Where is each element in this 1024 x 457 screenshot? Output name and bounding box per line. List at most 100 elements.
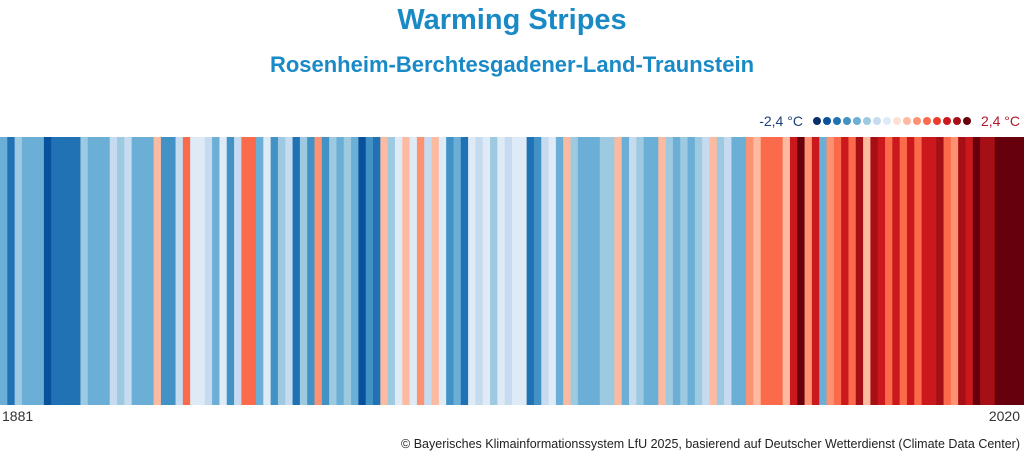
- stripe-1885: [29, 137, 38, 405]
- stripe-2002: [885, 137, 893, 405]
- stripe-1908: [197, 137, 206, 405]
- x-axis-start-year: 1881: [2, 408, 34, 424]
- stripe-1933: [380, 137, 389, 405]
- stripe-2006: [914, 137, 923, 405]
- stripe-1925: [321, 137, 330, 405]
- legend-max-label: 2,4 °C: [980, 113, 1020, 129]
- stripe-2015: [980, 137, 989, 405]
- stripe-1972: [665, 137, 674, 405]
- stripe-2008: [928, 137, 937, 405]
- legend-dot: [962, 117, 971, 125]
- stripe-1995: [833, 137, 842, 405]
- legend-dot: [822, 117, 831, 125]
- stripe-2010: [943, 137, 952, 405]
- legend-dot: [942, 117, 951, 125]
- stripe-1898: [124, 137, 133, 405]
- legend-dot: [892, 117, 901, 125]
- stripe-1942: [446, 137, 455, 405]
- stripe-1975: [687, 137, 696, 405]
- stripe-2012: [958, 137, 967, 405]
- stripe-1940: [431, 137, 440, 405]
- stripe-1994: [826, 137, 835, 405]
- x-axis-end-year: 2020: [988, 408, 1020, 424]
- stripe-1932: [373, 137, 381, 405]
- stripe-1893: [87, 137, 96, 405]
- stripe-1965: [614, 137, 623, 405]
- stripe-2020: [1016, 137, 1024, 405]
- stripe-1890: [65, 137, 74, 405]
- stripe-2011: [950, 137, 959, 405]
- stripe-1948: [490, 137, 498, 405]
- stripe-1912: [226, 137, 235, 405]
- stripe-1884: [21, 137, 30, 405]
- stripe-1917: [263, 137, 272, 405]
- stripe-1959: [570, 137, 579, 405]
- stripe-1998: [855, 137, 864, 405]
- stripe-2001: [877, 137, 886, 405]
- stripe-1903: [160, 137, 169, 405]
- legend-dot: [952, 117, 961, 125]
- stripe-1883: [14, 137, 23, 405]
- stripe-1931: [365, 137, 374, 405]
- stripe-2013: [965, 137, 974, 405]
- stripe-1955: [541, 137, 550, 405]
- stripe-1954: [533, 137, 542, 405]
- stripe-1978: [709, 137, 718, 405]
- stripe-2018: [1002, 137, 1010, 405]
- stripe-1984: [753, 137, 762, 405]
- stripe-2000: [870, 137, 879, 405]
- stripe-1992: [811, 137, 820, 405]
- stripe-1927: [336, 137, 345, 405]
- stripe-1952: [519, 137, 528, 405]
- stripe-1900: [138, 137, 147, 405]
- stripe-1941: [438, 137, 447, 405]
- stripe-1957: [555, 137, 564, 405]
- stripe-1982: [738, 137, 747, 405]
- stripe-1911: [219, 137, 228, 405]
- stripe-1976: [694, 137, 703, 405]
- legend-dot: [872, 117, 881, 125]
- stripe-2003: [892, 137, 901, 405]
- stripe-1899: [131, 137, 140, 405]
- chart-subtitle: Rosenheim-Berchtesgadener-Land-Traunstei…: [269, 52, 755, 77]
- stripe-1930: [358, 137, 367, 405]
- stripe-1987: [775, 137, 784, 405]
- stripe-1999: [863, 137, 871, 405]
- stripe-1966: [621, 137, 630, 405]
- stripe-1939: [424, 137, 433, 405]
- stripe-1935: [394, 137, 403, 405]
- legend-dot: [932, 117, 941, 125]
- stripe-1922: [299, 137, 308, 405]
- stripe-1947: [482, 137, 491, 405]
- stripe-2005: [906, 137, 915, 405]
- stripe-1977: [702, 137, 711, 405]
- stripe-1983: [746, 137, 754, 405]
- legend-color-scale: [812, 117, 971, 125]
- stripe-1949: [497, 137, 506, 405]
- stripe-1896: [109, 137, 118, 405]
- stripe-1964: [607, 137, 615, 405]
- legend-min-label: -2,4 °C: [759, 113, 803, 129]
- stripe-1936: [402, 137, 411, 405]
- stripe-2004: [899, 137, 908, 405]
- stripe-1919: [277, 137, 286, 405]
- stripe-2019: [1009, 137, 1018, 405]
- stripe-1904: [168, 137, 177, 405]
- stripe-1881: [0, 137, 8, 405]
- stripe-1895: [102, 137, 111, 405]
- stripe-1910: [212, 137, 221, 405]
- stripe-1886: [36, 137, 45, 405]
- stripe-1963: [599, 137, 608, 405]
- stripe-1913: [234, 137, 242, 405]
- stripe-1990: [797, 137, 806, 405]
- stripe-1971: [658, 137, 667, 405]
- legend-dot: [912, 117, 921, 125]
- stripe-1968: [636, 137, 645, 405]
- stripe-1970: [650, 137, 659, 405]
- stripe-1894: [95, 137, 103, 405]
- legend-dot: [922, 117, 931, 125]
- stripe-1889: [58, 137, 67, 405]
- stripe-1891: [73, 137, 82, 405]
- stripe-1916: [256, 137, 264, 405]
- stripe-1979: [716, 137, 725, 405]
